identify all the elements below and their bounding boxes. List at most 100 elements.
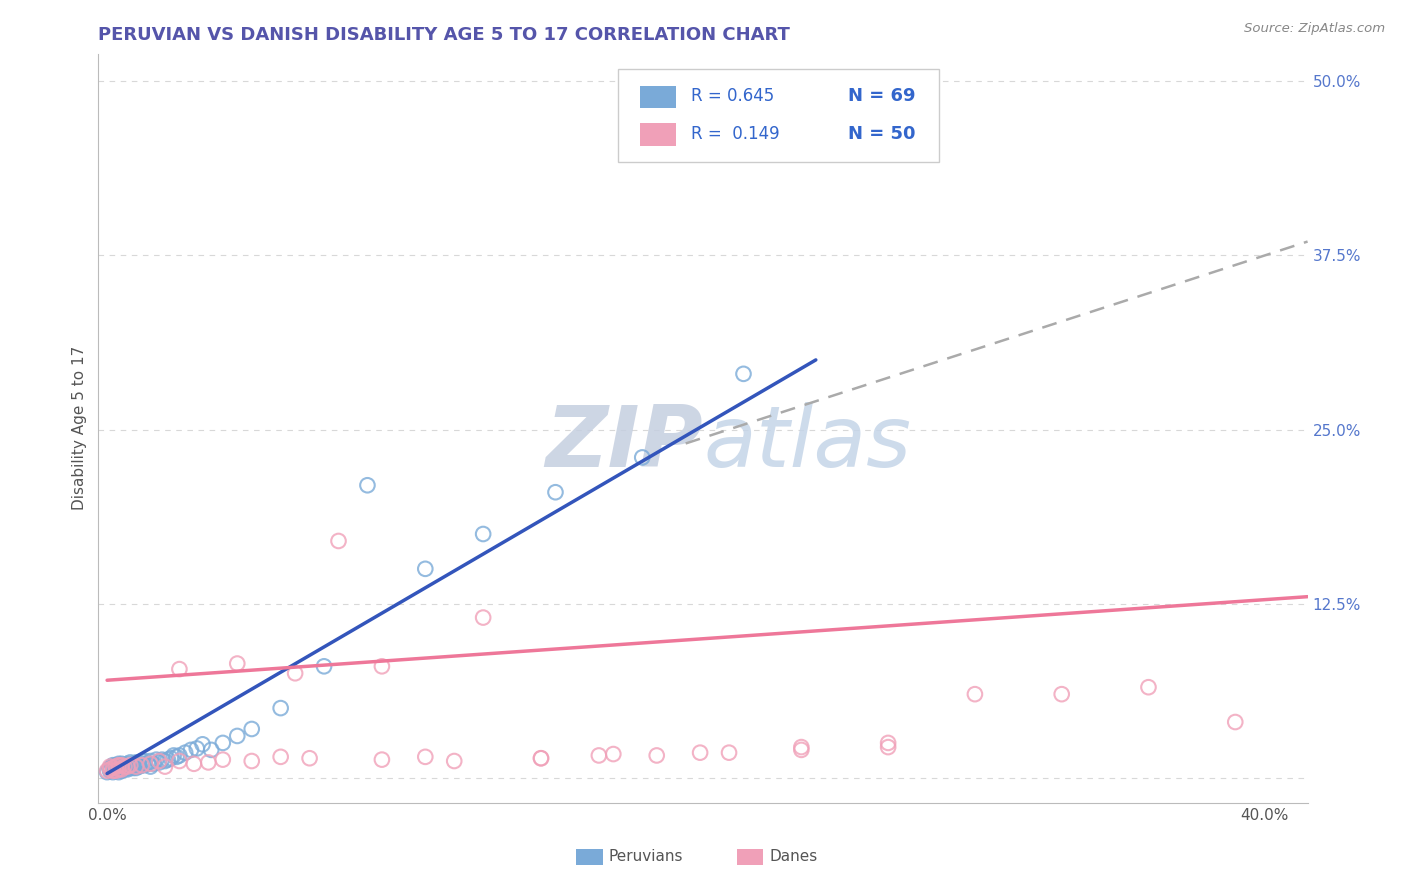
Point [142, 756, 165, 771]
Point [226, 729, 249, 743]
Point [104, 764, 127, 778]
Point [120, 756, 142, 770]
Point [356, 478, 378, 492]
Point [298, 751, 321, 765]
Point [1137, 680, 1160, 694]
Point [117, 763, 139, 777]
Point [120, 758, 142, 772]
Point [169, 662, 191, 676]
Point [790, 740, 813, 755]
Point [110, 761, 132, 775]
Point [114, 758, 136, 772]
Point [631, 450, 654, 465]
Point [472, 610, 495, 624]
Point [107, 756, 129, 771]
Point [718, 746, 741, 760]
Point [226, 657, 249, 671]
Point [191, 737, 214, 751]
Point [162, 748, 184, 763]
Point [98, 763, 121, 777]
Point [145, 753, 167, 767]
Point [131, 758, 153, 772]
Point [110, 756, 132, 771]
Point [107, 763, 129, 777]
Point [197, 756, 219, 770]
Point [131, 754, 153, 768]
FancyBboxPatch shape [619, 69, 939, 162]
Point [169, 748, 191, 763]
Point [114, 763, 136, 777]
Text: Peruvians: Peruvians [609, 849, 683, 864]
Point [413, 749, 436, 764]
Y-axis label: Disability Age 5 to 17: Disability Age 5 to 17 [72, 346, 87, 510]
Point [645, 748, 668, 763]
Point [128, 756, 150, 770]
Point [530, 751, 553, 765]
Point [117, 759, 139, 773]
Point [104, 764, 127, 778]
Point [877, 740, 900, 755]
Point [139, 756, 162, 771]
Point [134, 758, 156, 772]
Point [101, 765, 124, 780]
Point [148, 754, 170, 768]
Point [101, 764, 124, 778]
Point [211, 753, 233, 767]
Point [120, 761, 142, 775]
Point [200, 743, 222, 757]
Point [122, 761, 145, 775]
Point [98, 764, 121, 778]
Point [110, 759, 132, 773]
Point [101, 761, 124, 775]
Point [122, 758, 145, 772]
Point [98, 759, 121, 773]
Text: R = 0.645: R = 0.645 [690, 87, 775, 105]
Point [963, 687, 986, 701]
Text: N = 69: N = 69 [848, 87, 915, 105]
Point [101, 759, 124, 773]
Point [125, 758, 148, 772]
Point [125, 759, 148, 773]
Point [443, 754, 465, 768]
Point [150, 753, 173, 767]
Point [96, 764, 118, 778]
Point [104, 758, 127, 772]
Text: Source: ZipAtlas.com: Source: ZipAtlas.com [1244, 22, 1385, 36]
FancyBboxPatch shape [640, 123, 676, 145]
Point [114, 759, 136, 773]
Point [134, 754, 156, 768]
Point [101, 758, 124, 772]
Point [211, 736, 233, 750]
Point [96, 765, 118, 780]
Point [602, 747, 624, 761]
FancyBboxPatch shape [640, 86, 676, 108]
Point [159, 751, 181, 765]
Point [153, 754, 176, 768]
Point [790, 743, 813, 757]
Point [136, 756, 159, 771]
Text: Danes: Danes [769, 849, 818, 864]
Point [125, 756, 148, 770]
Point [312, 659, 335, 673]
Point [180, 743, 202, 757]
Text: atlas: atlas [703, 401, 911, 484]
Point [174, 746, 197, 760]
Point [117, 759, 139, 773]
Point [1225, 714, 1247, 729]
Point [530, 751, 553, 765]
Point [240, 754, 263, 768]
Point [270, 701, 292, 715]
Point [270, 749, 292, 764]
Point [472, 527, 495, 541]
Point [107, 759, 129, 773]
Text: ZIP: ZIP [546, 401, 703, 484]
Point [107, 758, 129, 772]
Point [156, 753, 179, 767]
Point [110, 764, 132, 778]
Point [139, 754, 162, 768]
Point [371, 659, 394, 673]
Point [114, 759, 136, 773]
Point [877, 736, 900, 750]
Point [544, 485, 567, 500]
Text: PERUVIAN VS DANISH DISABILITY AGE 5 TO 17 CORRELATION CHART: PERUVIAN VS DANISH DISABILITY AGE 5 TO 1… [98, 26, 790, 44]
